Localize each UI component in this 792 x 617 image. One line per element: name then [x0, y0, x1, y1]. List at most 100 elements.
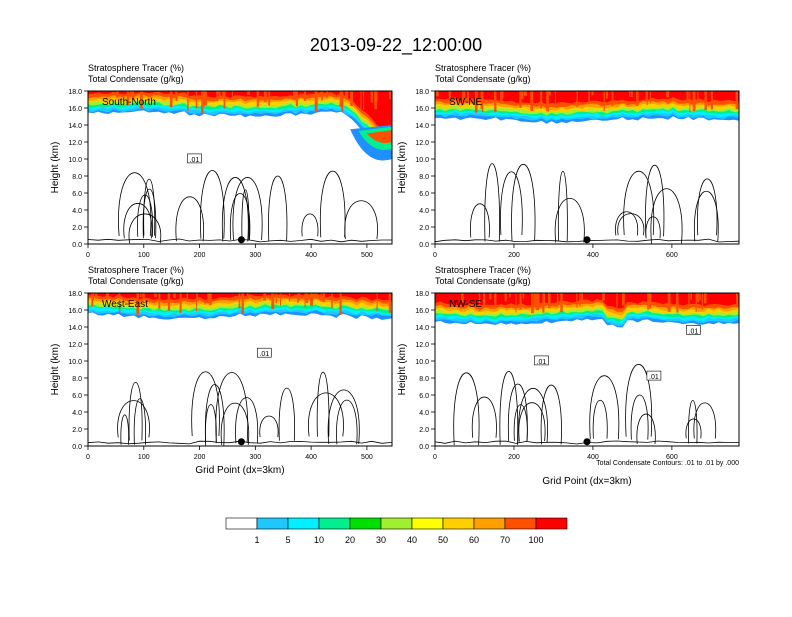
y-tick-label: 10.0 [415, 157, 429, 164]
tracer-streak [448, 91, 452, 99]
colorbar-label: 1 [254, 535, 259, 545]
contour-line [518, 387, 548, 443]
tracer-streak [692, 91, 696, 112]
subtitle-condensate: Total Condensate (g/kg) [435, 276, 531, 286]
tracer-streak [524, 91, 527, 96]
contour-line [693, 402, 717, 439]
tracer-streak [666, 91, 670, 98]
x-tick-label: 200 [194, 454, 206, 461]
contour-label-box [256, 347, 272, 358]
y-tick-label: 0.0 [72, 444, 82, 451]
tracer-streak [167, 293, 171, 311]
tracer-streak [480, 91, 484, 110]
contour-line [319, 171, 346, 238]
x-tick-label: 500 [361, 252, 373, 259]
tracer-streak [370, 91, 373, 103]
plot-area: .01 [88, 293, 392, 446]
tracer-streak [158, 293, 161, 309]
terrain-line [435, 440, 739, 445]
tracer-streak [500, 91, 503, 103]
subtitle-tracer: Stratosphere Tracer (%) [88, 63, 184, 73]
tracer-streak [222, 91, 225, 98]
contour-line [630, 394, 649, 440]
tracer-streak [106, 293, 109, 300]
tracer-streak [238, 293, 241, 309]
tracer-tongue [366, 130, 392, 144]
contour-line [259, 415, 279, 438]
tracer-streak [606, 91, 608, 99]
tracer-streak [360, 91, 362, 112]
tracer-streak [126, 91, 130, 106]
terrain-line [88, 238, 392, 243]
tracer-streak [280, 293, 281, 306]
contour-line [308, 392, 344, 437]
tracer-streak [142, 293, 145, 297]
tracer-streak [305, 293, 309, 303]
contour-note: Total Condensate Contours: .01 to .01 by… [596, 460, 739, 467]
tracer-streak [467, 91, 469, 103]
contour-line [117, 400, 150, 438]
tracer-streak [710, 91, 713, 110]
tracer-streak [636, 91, 639, 106]
contour-line [589, 375, 620, 440]
tracer-streak [699, 293, 701, 301]
colorbar-swatch [473, 517, 506, 530]
tracer-streak [531, 293, 534, 314]
condensate-contours [88, 371, 392, 446]
contour-line [120, 414, 130, 445]
tracer-streak [622, 293, 625, 306]
contour-line [513, 404, 528, 441]
tracer-streak [676, 293, 679, 309]
plot-area: .01 [88, 91, 392, 244]
x-tick-label: 600 [666, 252, 678, 259]
contour-line [617, 213, 645, 236]
contour-line [205, 404, 217, 444]
tracer-streak [461, 293, 464, 303]
colorbar-label: 100 [528, 535, 543, 545]
tracer-band [435, 91, 739, 105]
panel-south-north: .01 South-North Stratosphere Tracer (%)Tot… [50, 63, 393, 259]
plot-frame [87, 90, 393, 245]
y-tick-label: 6.0 [419, 393, 429, 400]
colorbar-swatch [442, 517, 475, 530]
plot-area: .01 .01 .01 [435, 293, 739, 446]
tracer-band [88, 91, 392, 138]
tracer-streak [489, 293, 492, 300]
contour-line [471, 396, 497, 438]
contour-line [316, 371, 330, 437]
contour-line [557, 171, 568, 242]
tracer-streak [686, 91, 689, 104]
contour-line [636, 413, 656, 445]
contour-line [327, 389, 360, 444]
tracer-band [435, 293, 739, 309]
contour-line [697, 178, 718, 236]
tracer-streak [515, 293, 517, 313]
contour-line [453, 372, 480, 446]
y-tick-label: 8.0 [72, 174, 82, 181]
tracer-streak [264, 91, 267, 103]
tracer-streak [202, 91, 205, 107]
contour-line [693, 191, 719, 242]
tracer-streak [94, 293, 98, 299]
x-tick-label: 400 [305, 252, 317, 259]
tracer-streak [504, 293, 507, 302]
tracer-streak [629, 91, 631, 97]
tracer-streak [223, 91, 226, 109]
tracer-streak [689, 91, 691, 112]
colorbar: 1 5 10 20 30 40 50 60 70 100 [225, 517, 568, 545]
colorbar-swatch [225, 517, 258, 530]
tracer-streak [247, 91, 250, 95]
contour-line [470, 203, 490, 238]
y-axis-label: Height (km) [397, 344, 408, 396]
location-dot [237, 438, 245, 446]
tracer-streak [204, 91, 207, 106]
contour-label-box [646, 370, 662, 381]
y-tick-label: 0.0 [72, 242, 82, 249]
tracer-streak [321, 91, 323, 101]
tracer-streak [275, 293, 277, 304]
y-tick-label: 18.0 [68, 291, 82, 298]
tracer-streak [509, 293, 511, 298]
subtitle-condensate: Total Condensate (g/kg) [88, 74, 184, 84]
contour-line [336, 399, 358, 445]
